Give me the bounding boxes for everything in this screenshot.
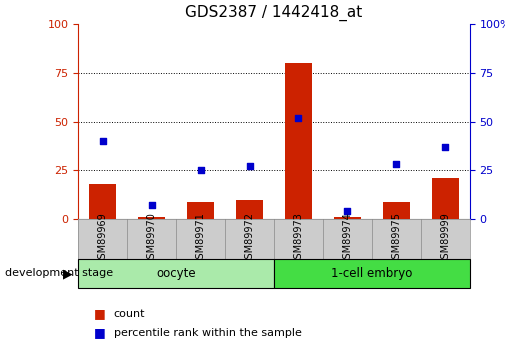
- Text: ■: ■: [93, 307, 105, 321]
- Text: GSM89971: GSM89971: [195, 213, 206, 265]
- Title: GDS2387 / 1442418_at: GDS2387 / 1442418_at: [185, 5, 363, 21]
- Bar: [138, 217, 165, 219]
- Bar: [78, 259, 274, 288]
- Text: GSM89999: GSM89999: [440, 213, 450, 265]
- Point: [343, 208, 351, 214]
- Point: [98, 138, 107, 144]
- Text: GSM89974: GSM89974: [342, 213, 352, 265]
- Text: development stage: development stage: [5, 268, 113, 278]
- Point: [147, 203, 156, 208]
- Point: [196, 168, 205, 173]
- Point: [245, 164, 254, 169]
- Point: [441, 144, 449, 150]
- Bar: [285, 63, 312, 219]
- Text: count: count: [114, 309, 145, 319]
- Bar: [383, 201, 410, 219]
- Text: percentile rank within the sample: percentile rank within the sample: [114, 328, 301, 338]
- Text: GSM89970: GSM89970: [146, 213, 157, 265]
- Point: [392, 162, 400, 167]
- Text: GSM89972: GSM89972: [244, 213, 255, 265]
- Text: GSM89969: GSM89969: [98, 213, 108, 265]
- Bar: [236, 199, 263, 219]
- Text: oocyte: oocyte: [157, 267, 196, 280]
- Text: GSM89975: GSM89975: [391, 213, 401, 265]
- Bar: [432, 178, 459, 219]
- Point: [294, 115, 302, 120]
- Text: ■: ■: [93, 326, 105, 339]
- Text: 1-cell embryo: 1-cell embryo: [331, 267, 413, 280]
- Bar: [274, 259, 470, 288]
- Bar: [187, 201, 214, 219]
- Bar: [89, 184, 116, 219]
- Text: GSM89973: GSM89973: [293, 213, 304, 265]
- Bar: [334, 217, 361, 219]
- Text: ▶: ▶: [63, 267, 73, 280]
